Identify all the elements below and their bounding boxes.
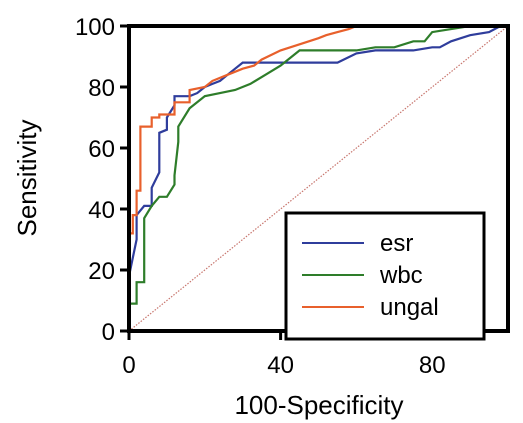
tick-layer: 0 20 40 60 80 100 0 40 80 [75,14,446,379]
y-axis-label: Sensitivity [12,119,42,236]
x-axis-label: 100-Specificity [234,390,403,420]
legend-label-esr: esr [380,230,413,257]
y-tick-label: 0 [102,319,115,346]
series-line-wbc [127,24,508,331]
legend-label-ungal: ungal [380,294,439,321]
y-tick-label: 80 [88,75,115,102]
x-tick-label: 0 [122,352,135,379]
legend-label-wbc: wbc [379,262,423,289]
y-tick-label: 20 [88,258,115,285]
reference-diagonal-layer [128,25,509,332]
y-tick-label: 100 [75,14,115,41]
reference-diagonal-line [128,25,509,332]
y-tick-label: 40 [88,197,115,224]
legend: esr wbc ungal [284,211,486,341]
x-tick-label: 80 [419,352,446,379]
x-tick-label: 40 [267,352,294,379]
y-tick-label: 60 [88,136,115,163]
